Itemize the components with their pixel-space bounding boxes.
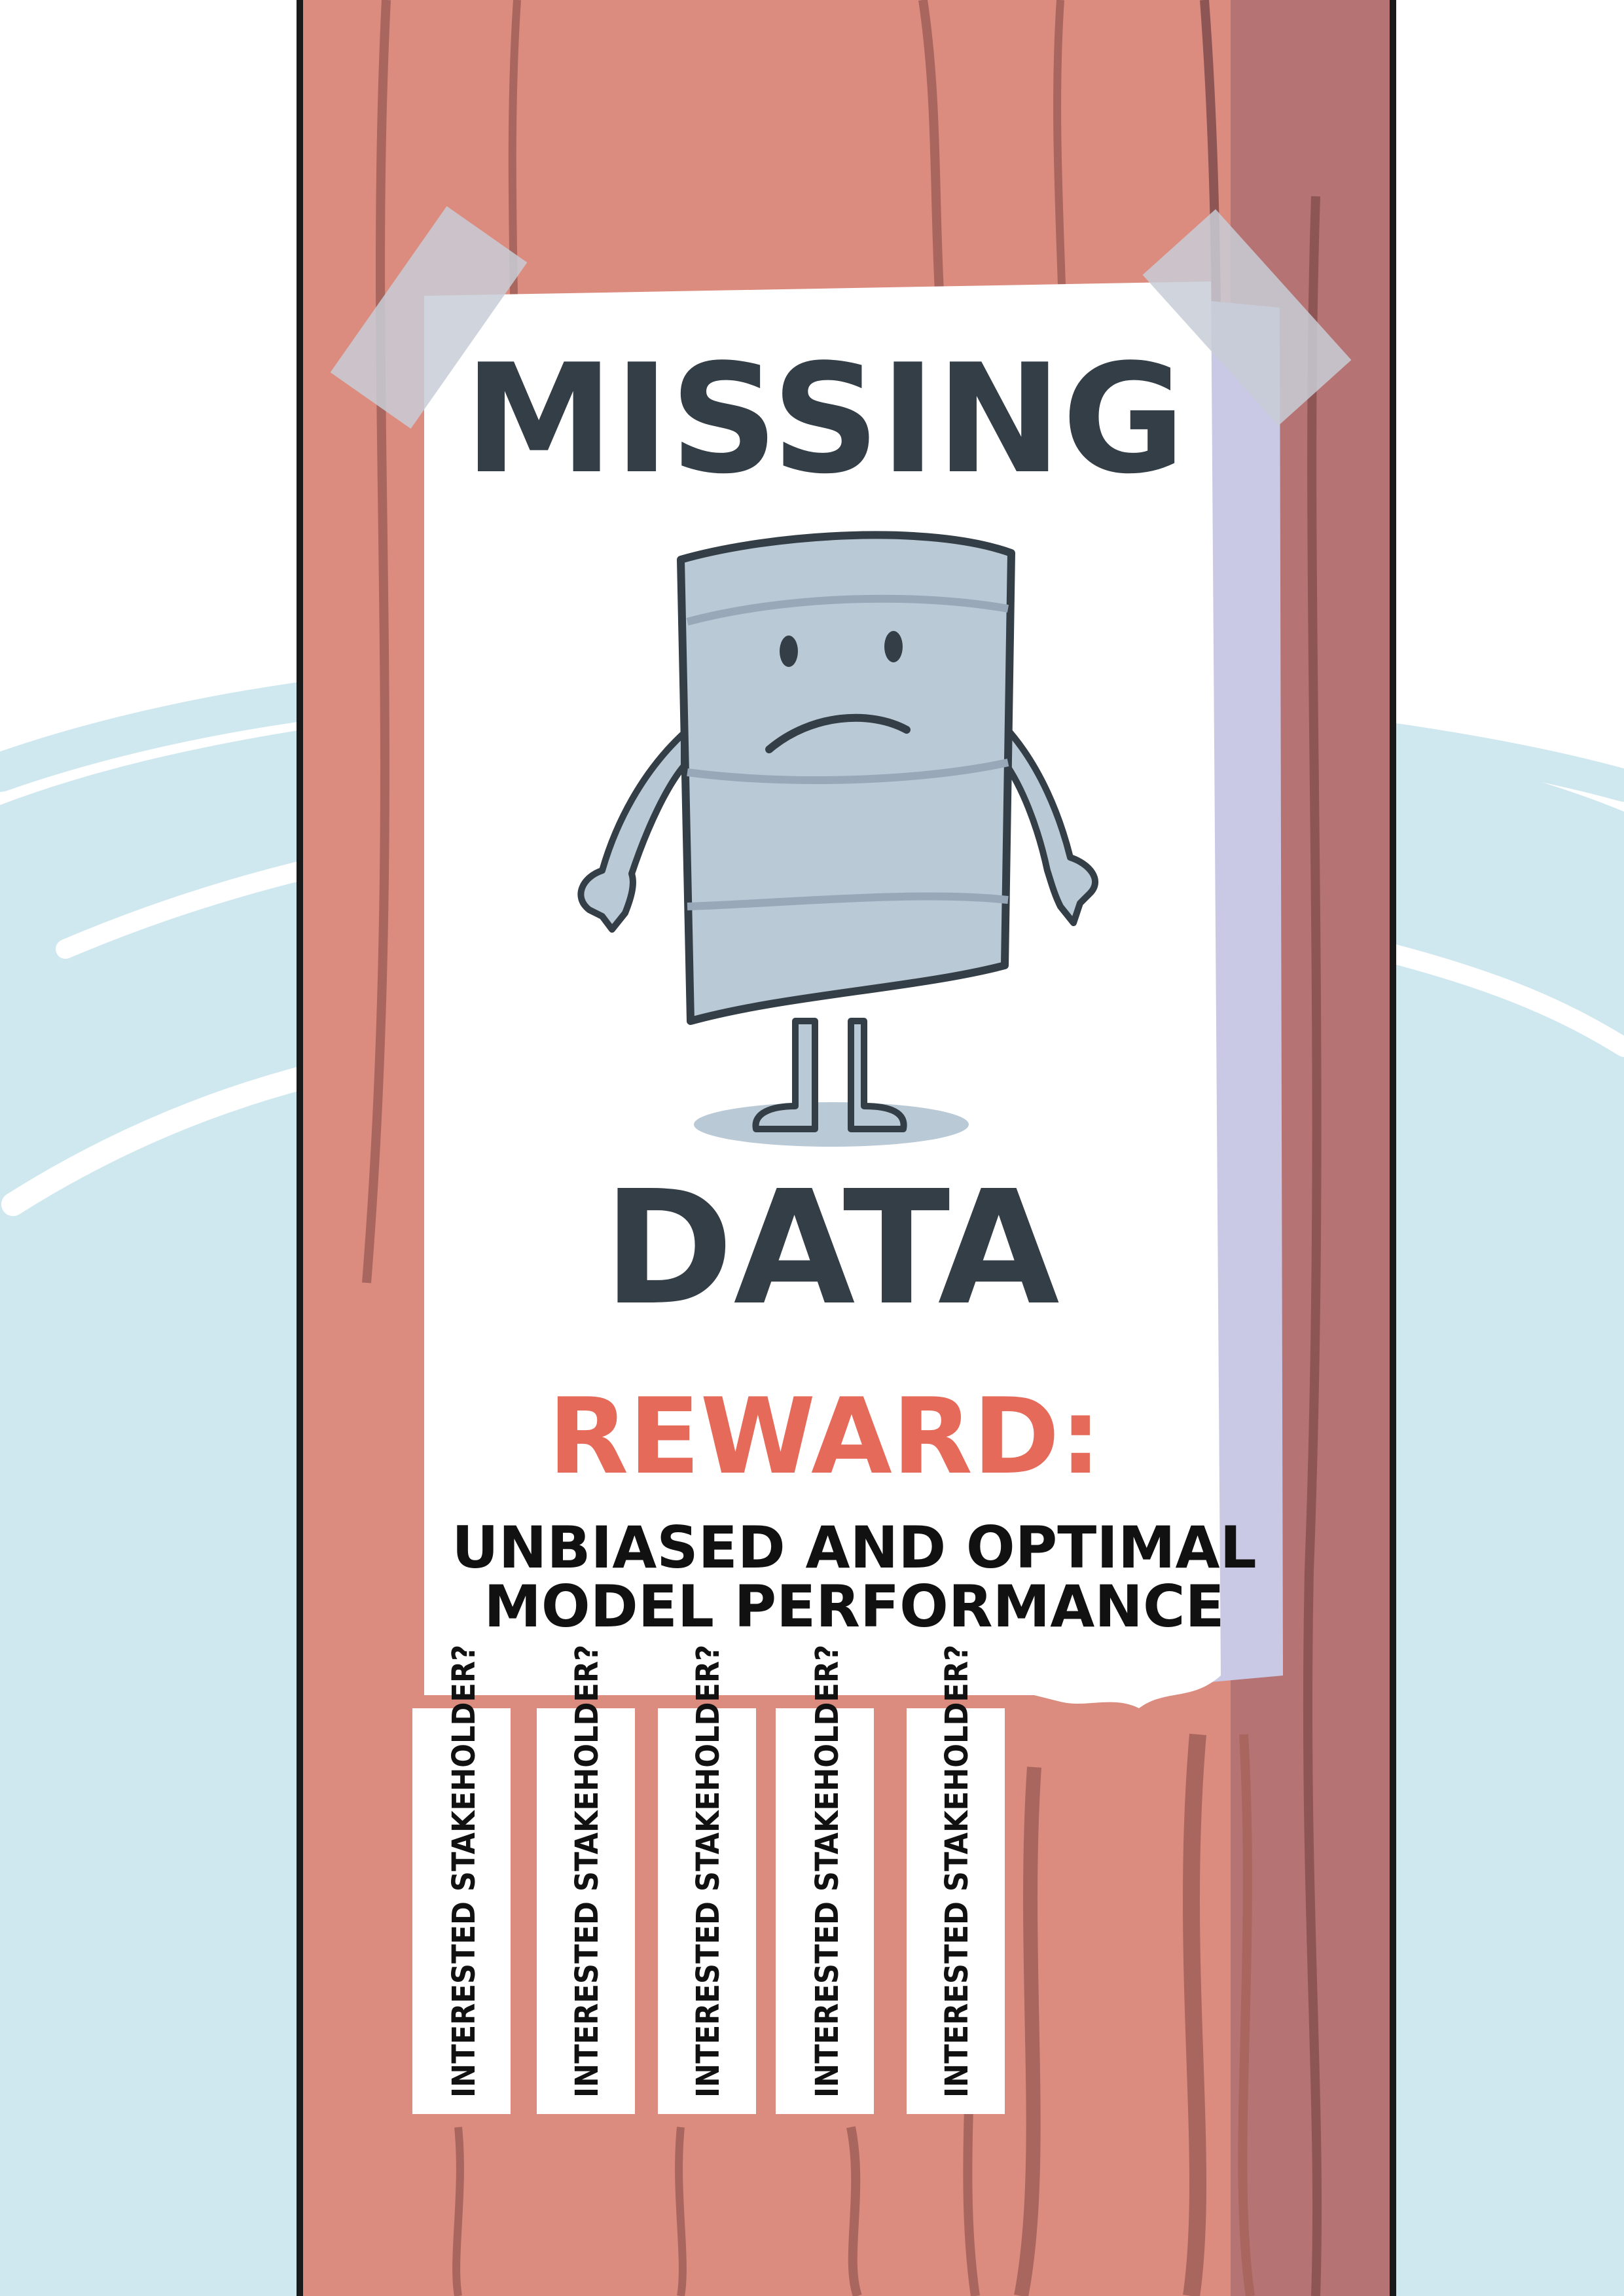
headline-top: MISSING	[464, 332, 1185, 507]
tear-tab-label: INTERESTED STAKEHOLDER?	[446, 1645, 482, 2098]
tear-off-tabs: INTERESTED STAKEHOLDER? INTERESTED STAKE…	[412, 1645, 1005, 2114]
tear-tab-label: INTERESTED STAKEHOLDER?	[809, 1645, 846, 2098]
tear-tab[interactable]: INTERESTED STAKEHOLDER?	[658, 1645, 756, 2114]
reward-line-1: UNBIASED AND OPTIMAL	[452, 1514, 1256, 1581]
tape-icon	[330, 206, 1352, 429]
tear-tab[interactable]: INTERESTED STAKEHOLDER?	[907, 1645, 1005, 2114]
tear-tab[interactable]: INTERESTED STAKEHOLDER?	[412, 1645, 511, 2114]
tear-tab[interactable]: INTERESTED STAKEHOLDER?	[537, 1645, 635, 2114]
headline-bottom: DATA	[603, 1157, 1059, 1340]
tear-tab[interactable]: INTERESTED STAKEHOLDER?	[776, 1645, 874, 2114]
sad-data-barrel-icon	[577, 531, 1098, 1147]
tear-tab-label: INTERESTED STAKEHOLDER?	[690, 1645, 727, 2098]
tear-tab-label: INTERESTED STAKEHOLDER?	[569, 1645, 605, 2098]
reward-line-2: MODEL PERFORMANCE	[484, 1573, 1224, 1640]
reward-label: REWARD:	[548, 1375, 1102, 1498]
tear-tab-label: INTERESTED STAKEHOLDER?	[939, 1645, 975, 2098]
